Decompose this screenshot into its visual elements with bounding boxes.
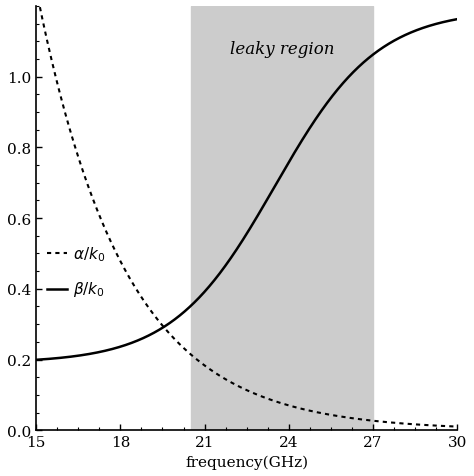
X-axis label: frequency(GHz): frequency(GHz)	[185, 455, 308, 469]
Bar	[191, 7, 373, 430]
Text: $\beta/k_0$: $\beta/k_0$	[73, 280, 104, 298]
Text: leaky region: leaky region	[229, 41, 334, 58]
Text: $\alpha/k_0$: $\alpha/k_0$	[73, 245, 105, 263]
